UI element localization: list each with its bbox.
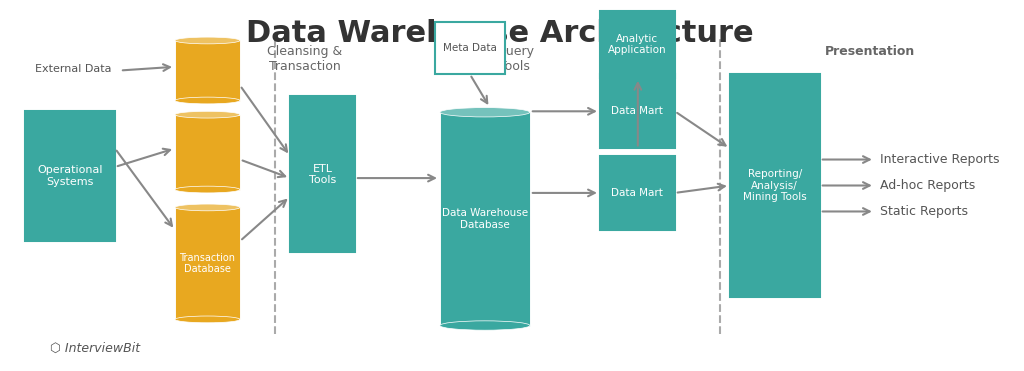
Bar bbox=[175, 40, 240, 101]
Text: Data Warehouse
Database: Data Warehouse Database bbox=[441, 208, 528, 230]
Text: Interactive Reports: Interactive Reports bbox=[880, 153, 999, 166]
Ellipse shape bbox=[175, 316, 240, 323]
Ellipse shape bbox=[175, 204, 240, 211]
Ellipse shape bbox=[440, 108, 529, 117]
FancyBboxPatch shape bbox=[290, 96, 355, 252]
Ellipse shape bbox=[440, 321, 529, 330]
Text: Data Mart: Data Mart bbox=[611, 188, 664, 198]
Text: Operational
Systems: Operational Systems bbox=[37, 165, 102, 187]
Text: Static Reports: Static Reports bbox=[880, 205, 968, 218]
Bar bbox=[440, 112, 529, 325]
Text: Meta Data: Meta Data bbox=[443, 43, 497, 53]
FancyBboxPatch shape bbox=[600, 74, 675, 148]
Text: Analytic
Application: Analytic Application bbox=[608, 34, 667, 55]
Ellipse shape bbox=[175, 37, 240, 44]
Ellipse shape bbox=[175, 111, 240, 118]
Text: Reporting/
Analysis/
Mining Tools: Reporting/ Analysis/ Mining Tools bbox=[743, 169, 807, 202]
FancyBboxPatch shape bbox=[25, 111, 115, 241]
Text: ETL
Tools: ETL Tools bbox=[309, 164, 336, 185]
FancyBboxPatch shape bbox=[435, 22, 505, 74]
Text: Data Mart: Data Mart bbox=[611, 106, 664, 116]
Text: Ad-hoc Reports: Ad-hoc Reports bbox=[880, 179, 975, 192]
FancyBboxPatch shape bbox=[600, 156, 675, 230]
Text: Cleansing &
Transaction: Cleansing & Transaction bbox=[267, 45, 343, 72]
Text: External Data: External Data bbox=[35, 64, 112, 73]
Text: Presentation: Presentation bbox=[824, 45, 914, 58]
FancyBboxPatch shape bbox=[730, 74, 820, 297]
Ellipse shape bbox=[175, 97, 240, 104]
Bar bbox=[175, 115, 240, 190]
Text: Data Warehouse Architecture: Data Warehouse Architecture bbox=[246, 19, 754, 47]
Ellipse shape bbox=[175, 186, 240, 193]
Bar bbox=[175, 207, 240, 319]
FancyBboxPatch shape bbox=[600, 11, 675, 78]
Text: ⬡ InterviewBit: ⬡ InterviewBit bbox=[50, 342, 140, 355]
Text: Query
Tools: Query Tools bbox=[496, 45, 534, 72]
Text: Transaction
Database: Transaction Database bbox=[179, 253, 236, 274]
